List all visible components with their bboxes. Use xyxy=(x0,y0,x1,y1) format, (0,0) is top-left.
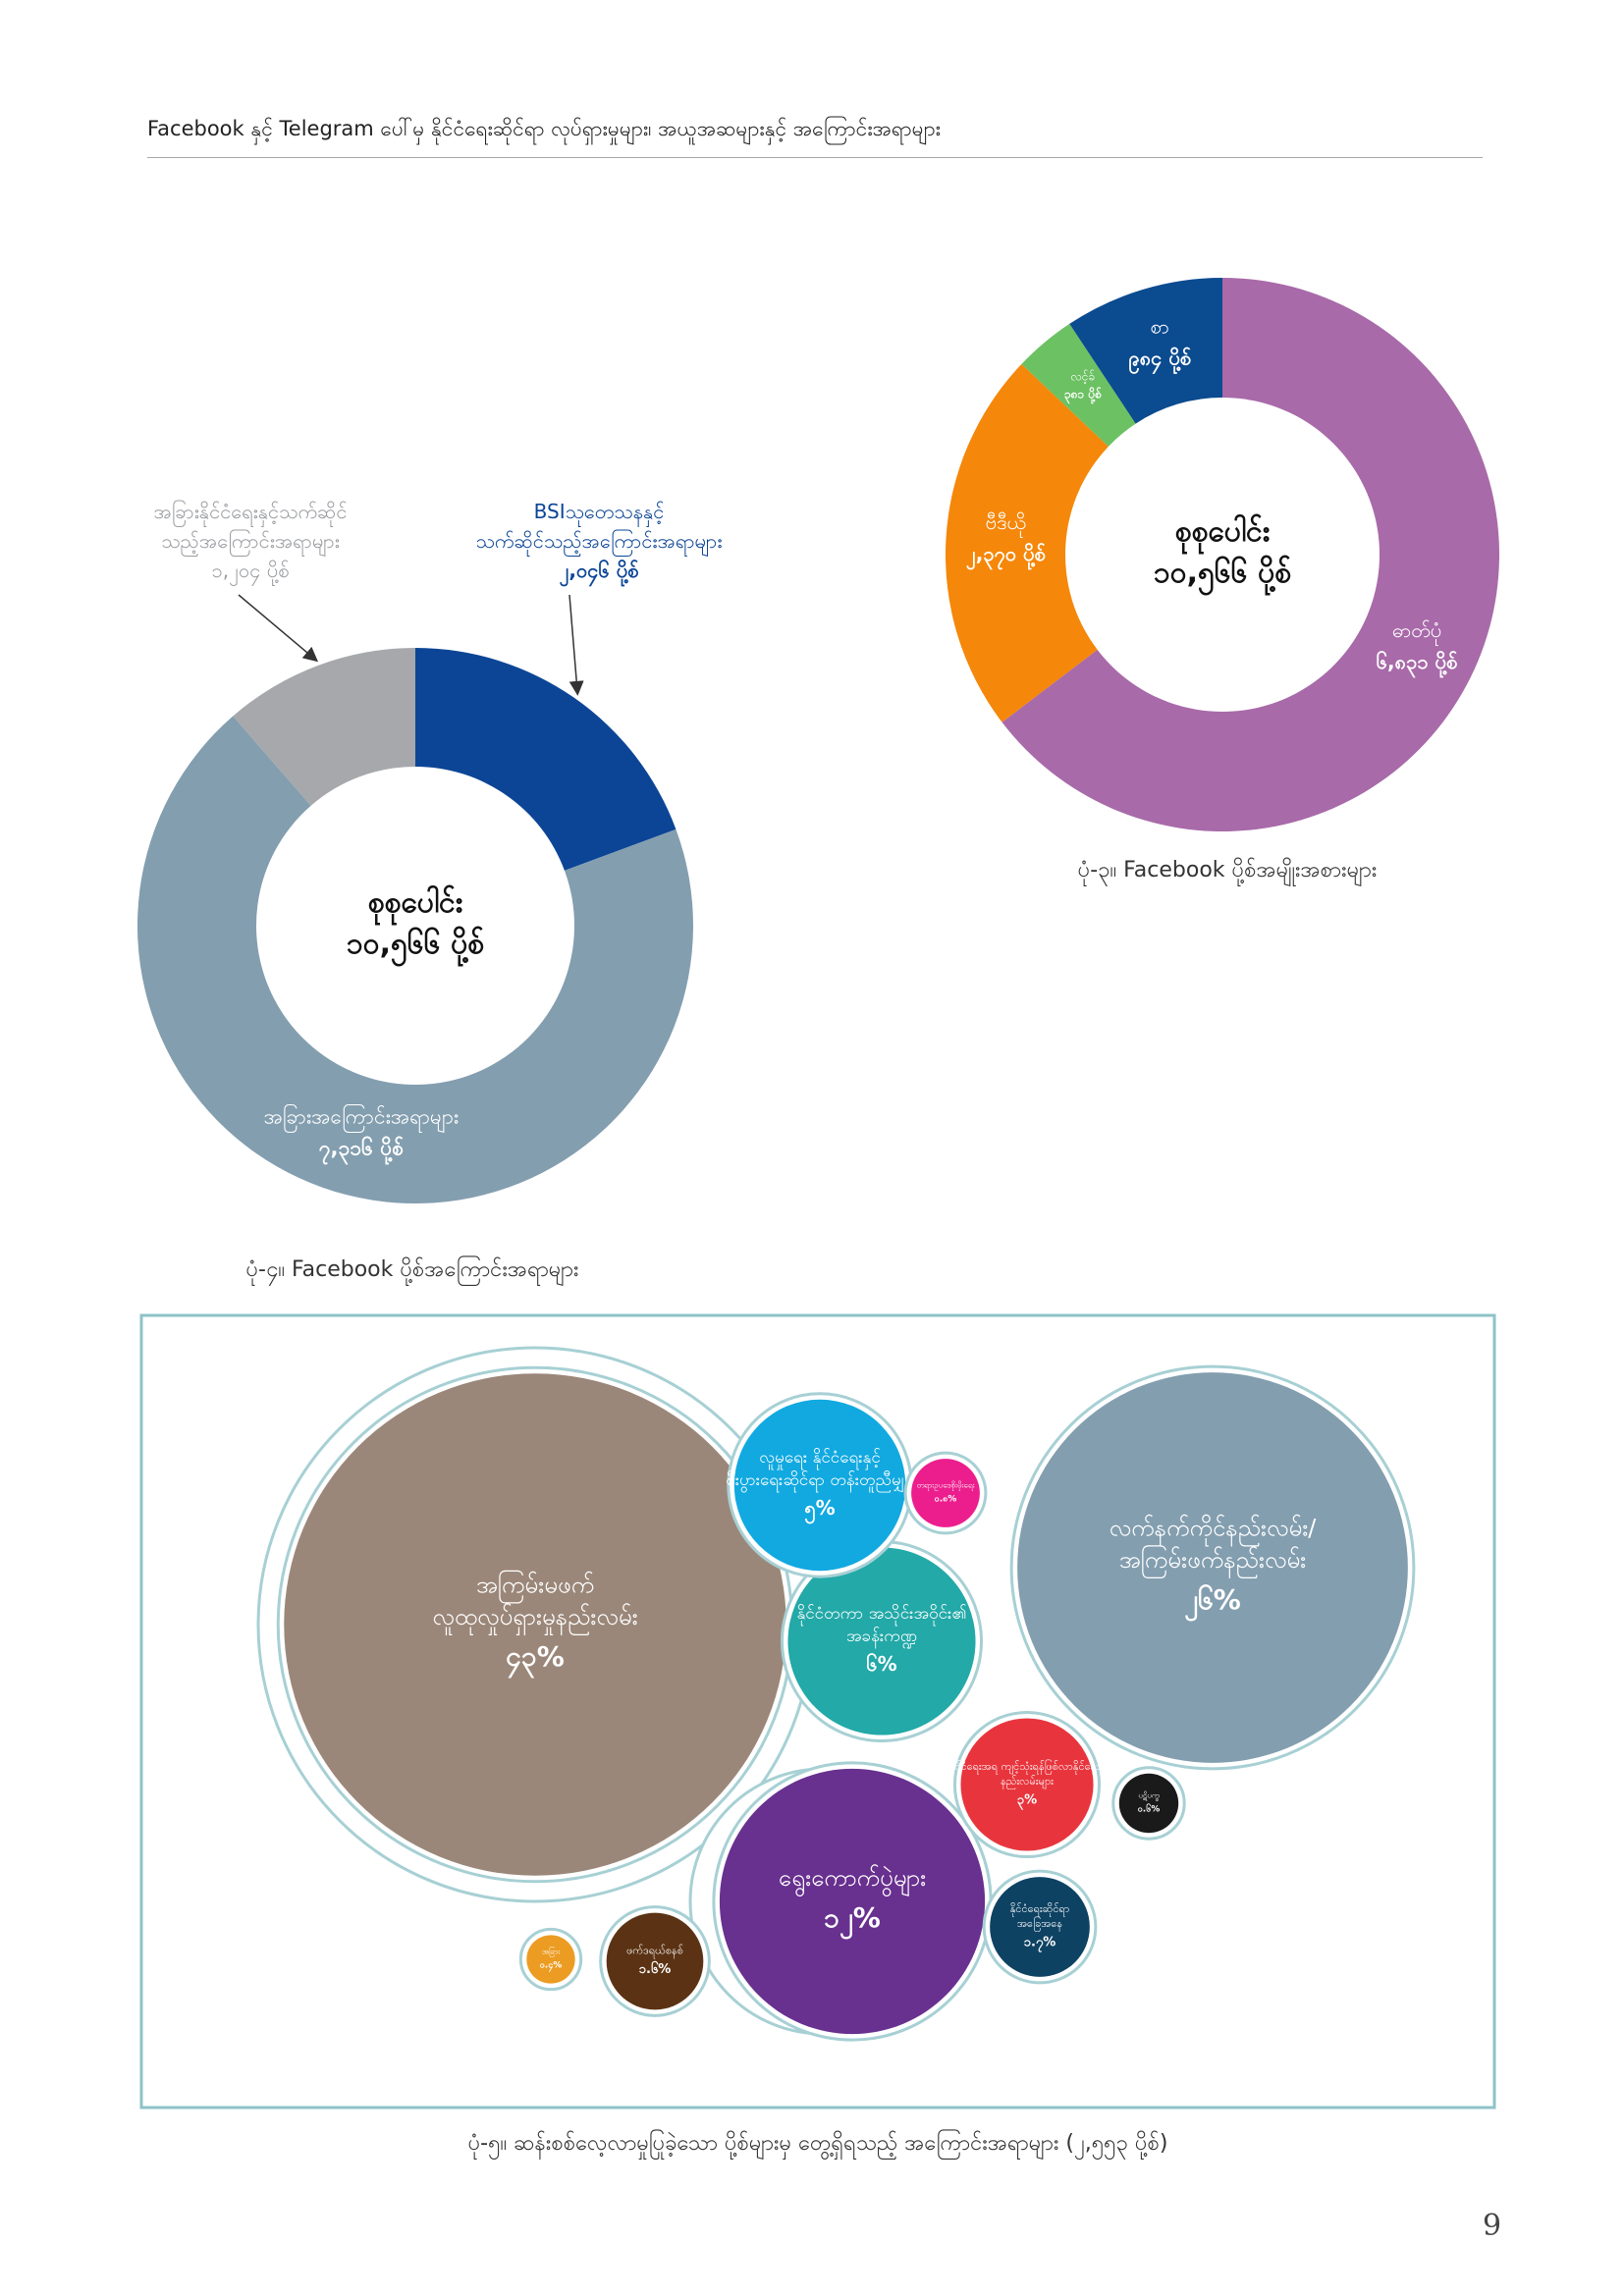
fig5-bubble-value-3: ၆% xyxy=(866,1652,896,1676)
fig5-bubble-label-8-0: တရားဥပဒေစိုးမိုးရေး xyxy=(916,1480,975,1492)
fig5-bubble-0 xyxy=(284,1373,786,1876)
fig4-callout-label-2-1: သည့်အကြောင်းအရာများ xyxy=(161,529,340,557)
fig5-bubble-value-6: ၁.၇% xyxy=(1024,1935,1056,1952)
fig5-bubble-5 xyxy=(960,1718,1094,1851)
fig4-callout-value-2: ၁,၂၀၄ ပို့စ် xyxy=(212,559,290,586)
fig5-bubble-label-5-0: နိုင်ငံရေးအရ ကျင့်သုံးရန်ဖြစ်လာနိုင်သော xyxy=(949,1759,1106,1775)
fig5-bubble-label-3-0: နိုင်ငံတကာ အသိုင်းအဝိုင်း၏ xyxy=(796,1603,966,1627)
fig5-bubble-label-5-1: နည်းလမ်းများ xyxy=(1001,1775,1054,1789)
fig5-bubble-label-3-1: အခန်းကဏ္ဍ xyxy=(846,1627,917,1649)
fig5-bubble-8 xyxy=(911,1459,980,1527)
fig3-slice-label-2: လင့်ခ် xyxy=(1071,369,1096,385)
page-number: 9 xyxy=(1483,2209,1502,2243)
fig5-bubble-value-5: ၃% xyxy=(1017,1792,1037,1810)
fig5-bubble-value-8: ၀.၈% xyxy=(935,1495,957,1505)
fig5-bubble-4 xyxy=(733,1399,906,1572)
fig4-slice-1 xyxy=(136,716,693,1203)
fig5-bubble-value-7: ၁.၆% xyxy=(639,1960,672,1977)
fig5-bubble-1 xyxy=(1017,1372,1408,1763)
fig3-slice-label-3: စာ xyxy=(1151,314,1169,338)
fig4-callout-arrow-2 xyxy=(238,594,319,663)
fig5-bubble-label-4-0: လူမှုရေး နိုင်ငံရေးနှင့် xyxy=(759,1448,881,1470)
fig3-center-value: ၁၀,၅၆၆ ပို့စ် xyxy=(1154,554,1291,597)
fig3-slice-0 xyxy=(1001,278,1499,831)
fig4-slice-label-1: အခြားအကြောင်းအရာများ xyxy=(264,1103,460,1134)
fig5-bubble-label-6-1: အခြေအနေ xyxy=(1017,1916,1062,1932)
fig3-caption: ပုံ-၃။ Facebook ပို့စ်အမျိုးအစားများ xyxy=(1078,857,1378,887)
fig3-slice-3 xyxy=(1069,278,1222,424)
fig4-slice-0 xyxy=(415,648,677,871)
running-header: Facebook နှင့် Telegram ပေါ်မှ နိုင်ငံရေ… xyxy=(147,117,941,140)
fig4-callout-label-0-0: BSIသုတေသနနှင့် xyxy=(534,500,665,527)
fig3-slice-2 xyxy=(1021,323,1136,447)
fig5-frame xyxy=(139,1313,1496,2109)
fig4-chart: BSIသုတေသနနှင့်သက်ဆိုင်သည့်အကြောင်းအရာမျာ… xyxy=(136,500,723,1203)
header-divider xyxy=(147,157,1483,158)
fig5-bubble-label-0-0: အကြမ်းမဖက် xyxy=(476,1570,594,1604)
fig5-bubble-label-1-1: အကြမ်းဖက်နည်းလမ်း xyxy=(1119,1544,1307,1578)
fig3-slice-label-1: ဗီဒီယို xyxy=(986,510,1026,538)
fig4-callout-label-2-0: အခြားနိုင်ငံရေးနှင့်သက်ဆိုင် xyxy=(154,500,348,527)
fig5-bubble-label-10-0: အခြား xyxy=(542,1947,561,1958)
fig4-center-label: စုစုပေါင်း xyxy=(368,883,463,927)
fig5-bubble-7 xyxy=(606,1912,704,2010)
fig4-center-value: ၁၀,၅၆၆ ပို့စ် xyxy=(347,925,484,968)
fig5-bubble-value-10: ၀.၄% xyxy=(540,1961,563,1973)
fig4-callout-label-0-1: သက်ဆိုင်သည့်အကြောင်းအရာများ xyxy=(476,529,723,557)
fig3-slice-value-2: ၃၈၁ ပို့စ် xyxy=(1064,386,1102,405)
fig5-bubble-9 xyxy=(1118,1773,1179,1834)
fig5-bubble-3 xyxy=(787,1547,976,1735)
fig3-center-label: စုစုပေါင်း xyxy=(1175,512,1271,556)
fig5-bubble-label-1-0: လက်နက်ကိုင်နည်းလမ်း/ xyxy=(1110,1514,1318,1547)
fig5-caption: ပုံ-၅။ ဆန်းစစ်လေ့လာမှုပြုခဲ့သော ပို့စ်မျ… xyxy=(468,2129,1168,2161)
fig5-bubble-label-6-0: နိုင်ငံရေးဆိုင်ရာ xyxy=(1010,1902,1070,1917)
fig3-slice-label-0: ဓာတ်ပုံ xyxy=(1392,618,1441,646)
fig5-bubble-label-9-0: ပဋိပက္ခ xyxy=(1138,1790,1159,1802)
fig5-bubble-label-7-0: ဖက်ဒရယ်စနစ် xyxy=(626,1945,683,1959)
fig5-bubble-10 xyxy=(526,1935,575,1984)
fig5-bubble-2 xyxy=(719,1768,986,2035)
fig4-slice-2 xyxy=(233,648,415,806)
fig4-callout-value-0: ၂,၀၄၆ ပို့စ် xyxy=(560,559,639,587)
fig5-bubble-value-9: ၀.၆% xyxy=(1138,1804,1161,1815)
fig4-caption: ပုံ-၄။ Facebook ပို့စ်အကြောင်းအရာများ xyxy=(246,1255,579,1286)
fig5-bubble-label-4-1: စီးပွားရေးဆိုင်ရာ တန်းတူညီမျှမှု xyxy=(726,1470,914,1493)
fig5-bubble-6 xyxy=(990,1877,1090,1977)
fig4-callout-arrow-0 xyxy=(568,594,584,696)
fig3-slice-1 xyxy=(946,363,1109,722)
fig3-chart: ဓာတ်ပုံ၆,၈၃၁ ပို့စ်ဗီဒီယို၂,၃၇၀ ပို့စ်လင… xyxy=(946,278,1499,831)
